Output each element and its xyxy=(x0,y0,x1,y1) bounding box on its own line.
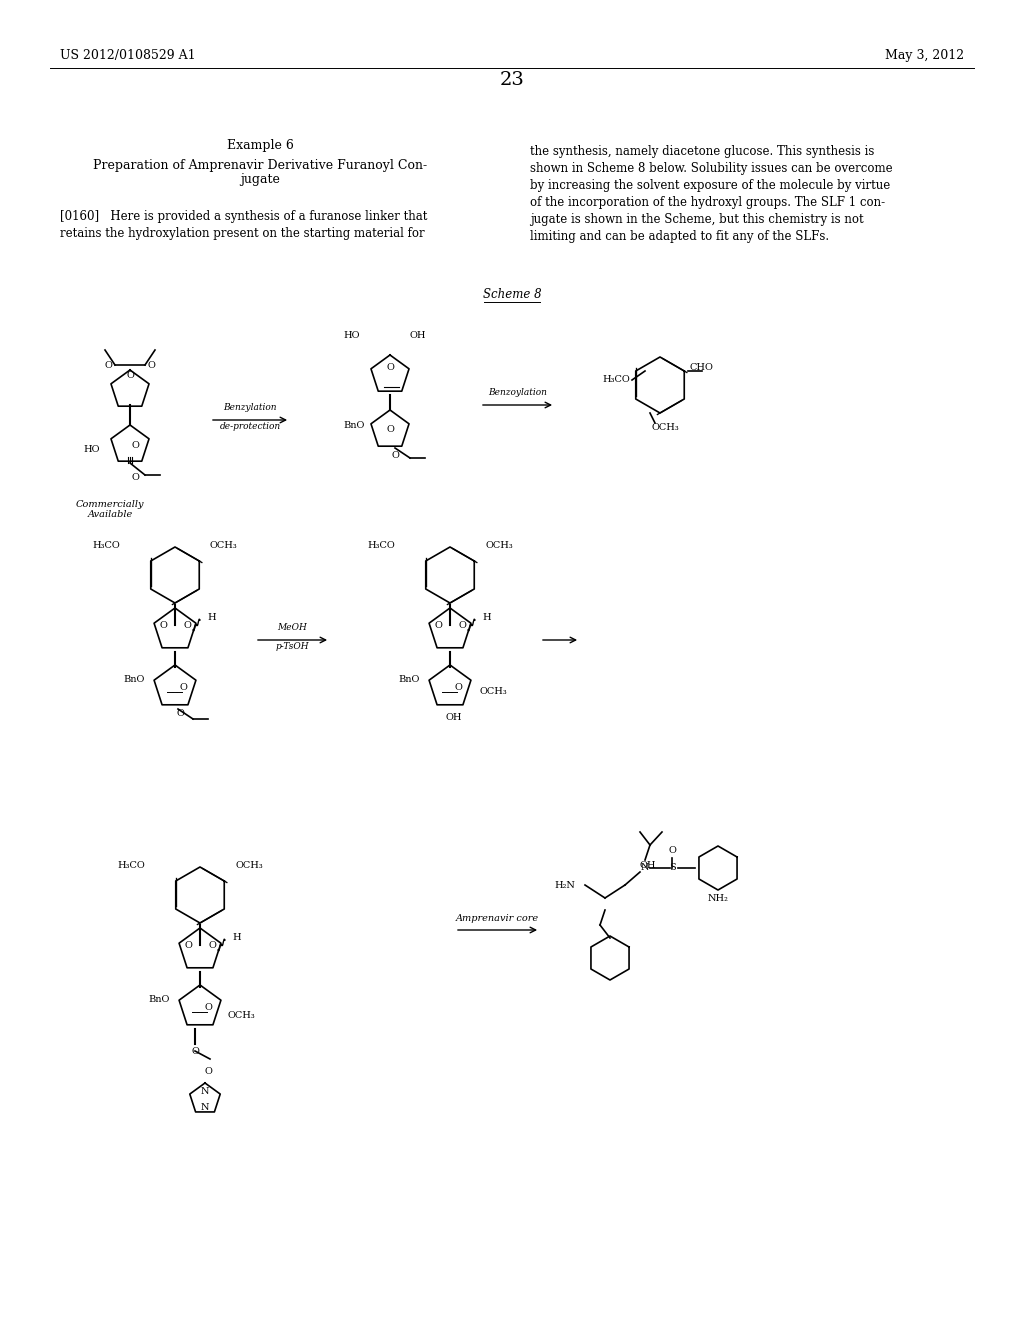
Text: N: N xyxy=(201,1086,209,1096)
Text: OH: OH xyxy=(410,330,427,339)
Text: H₃CO: H₃CO xyxy=(92,540,120,549)
Text: Scheme 8: Scheme 8 xyxy=(482,289,542,301)
Text: Example 6: Example 6 xyxy=(226,139,294,152)
Text: O: O xyxy=(131,473,139,482)
Text: [0160]   Here is provided a synthesis of a furanose linker that
retains the hydr: [0160] Here is provided a synthesis of a… xyxy=(60,210,427,240)
Text: O: O xyxy=(434,620,442,630)
Text: OCH₃: OCH₃ xyxy=(485,540,513,549)
Text: NH₂: NH₂ xyxy=(708,894,728,903)
Text: S: S xyxy=(669,863,676,873)
Text: Preparation of Amprenavir Derivative Furanoyl Con-: Preparation of Amprenavir Derivative Fur… xyxy=(93,158,427,172)
Text: O: O xyxy=(391,450,399,459)
Text: H₃CO: H₃CO xyxy=(368,540,395,549)
Text: HO: HO xyxy=(84,446,100,454)
Text: OH: OH xyxy=(445,713,462,722)
Text: H₃CO: H₃CO xyxy=(118,861,145,870)
Text: Benzoylation: Benzoylation xyxy=(488,388,547,397)
Text: Commercially
Available: Commercially Available xyxy=(76,500,144,519)
Text: BnO: BnO xyxy=(344,421,365,429)
Text: O: O xyxy=(159,620,167,630)
Text: O: O xyxy=(458,620,466,630)
Text: Benzylation: Benzylation xyxy=(223,403,276,412)
Text: BnO: BnO xyxy=(124,675,145,684)
Text: O: O xyxy=(131,441,139,450)
Text: H₂N: H₂N xyxy=(554,880,575,890)
Text: O: O xyxy=(183,620,190,630)
Text: BnO: BnO xyxy=(398,675,420,684)
Text: H: H xyxy=(207,614,216,623)
Text: OCH₃: OCH₃ xyxy=(651,422,679,432)
Text: H: H xyxy=(482,614,490,623)
Text: Amprenavir core: Amprenavir core xyxy=(456,913,539,923)
Text: O: O xyxy=(204,1002,212,1011)
Text: O: O xyxy=(204,1067,212,1076)
Text: 23: 23 xyxy=(500,71,524,88)
Text: CHO: CHO xyxy=(690,363,714,371)
Text: de-protection: de-protection xyxy=(219,422,281,432)
Text: May 3, 2012: May 3, 2012 xyxy=(885,49,964,62)
Text: the synthesis, namely diacetone glucose. This synthesis is
shown in Scheme 8 bel: the synthesis, namely diacetone glucose.… xyxy=(530,145,893,243)
Text: HO: HO xyxy=(343,330,360,339)
Text: OH: OH xyxy=(640,861,656,870)
Text: O: O xyxy=(184,940,191,949)
Text: OCH₃: OCH₃ xyxy=(210,540,238,549)
Text: O: O xyxy=(208,940,216,949)
Text: O: O xyxy=(386,363,394,371)
Text: OCH₃: OCH₃ xyxy=(227,1011,255,1019)
Text: O: O xyxy=(386,425,394,434)
Text: p-TsOH: p-TsOH xyxy=(275,642,309,651)
Text: OCH₃: OCH₃ xyxy=(234,861,263,870)
Text: US 2012/0108529 A1: US 2012/0108529 A1 xyxy=(60,49,196,62)
Text: O: O xyxy=(191,1047,199,1056)
Text: MeOH: MeOH xyxy=(278,623,307,632)
Text: O: O xyxy=(179,682,187,692)
Text: O: O xyxy=(176,710,184,718)
Text: O: O xyxy=(104,360,112,370)
Text: OCH₃: OCH₃ xyxy=(480,688,508,697)
Text: O: O xyxy=(148,360,156,370)
Text: N: N xyxy=(201,1102,209,1111)
Text: jugate: jugate xyxy=(240,173,280,186)
Text: H₃CO: H₃CO xyxy=(602,375,630,384)
Text: O: O xyxy=(454,682,462,692)
Text: BnO: BnO xyxy=(148,994,170,1003)
Text: O: O xyxy=(126,371,134,380)
Text: O: O xyxy=(668,846,676,855)
Text: H: H xyxy=(232,933,241,942)
Text: N: N xyxy=(641,863,649,873)
